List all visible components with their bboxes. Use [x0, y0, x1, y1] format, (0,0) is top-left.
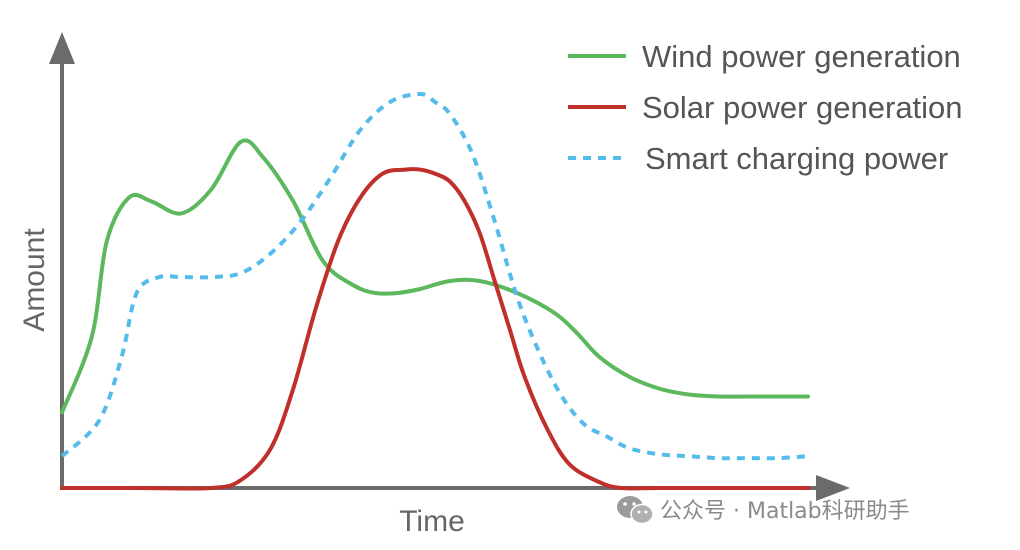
legend-item-wind: Wind power generation: [568, 39, 961, 74]
series-line-smart-charging: [60, 92, 809, 461]
x-axis-arrow-icon: [816, 475, 850, 501]
series-line-wind: [60, 138, 810, 415]
series-layer: [60, 92, 810, 491]
series-line-solar: [60, 167, 810, 491]
y-axis-arrow-icon: [49, 32, 75, 64]
legend-item-smart-charging: Smart charging power: [568, 141, 948, 176]
watermark: 公众号 · Matlab科研助手: [617, 496, 910, 525]
x-axis-label: Time: [399, 505, 465, 538]
legend-item-solar: Solar power generation: [568, 90, 963, 125]
legend: Wind power generation Solar power genera…: [568, 39, 963, 176]
legend-label-wind: Wind power generation: [642, 39, 961, 74]
watermark-text: 公众号 · Matlab科研助手: [660, 499, 910, 524]
legend-label-smart-charging: Smart charging power: [645, 141, 948, 176]
wechat-icon: [617, 496, 654, 525]
y-axis-label: Amount: [18, 228, 51, 332]
legend-label-solar: Solar power generation: [642, 90, 963, 125]
